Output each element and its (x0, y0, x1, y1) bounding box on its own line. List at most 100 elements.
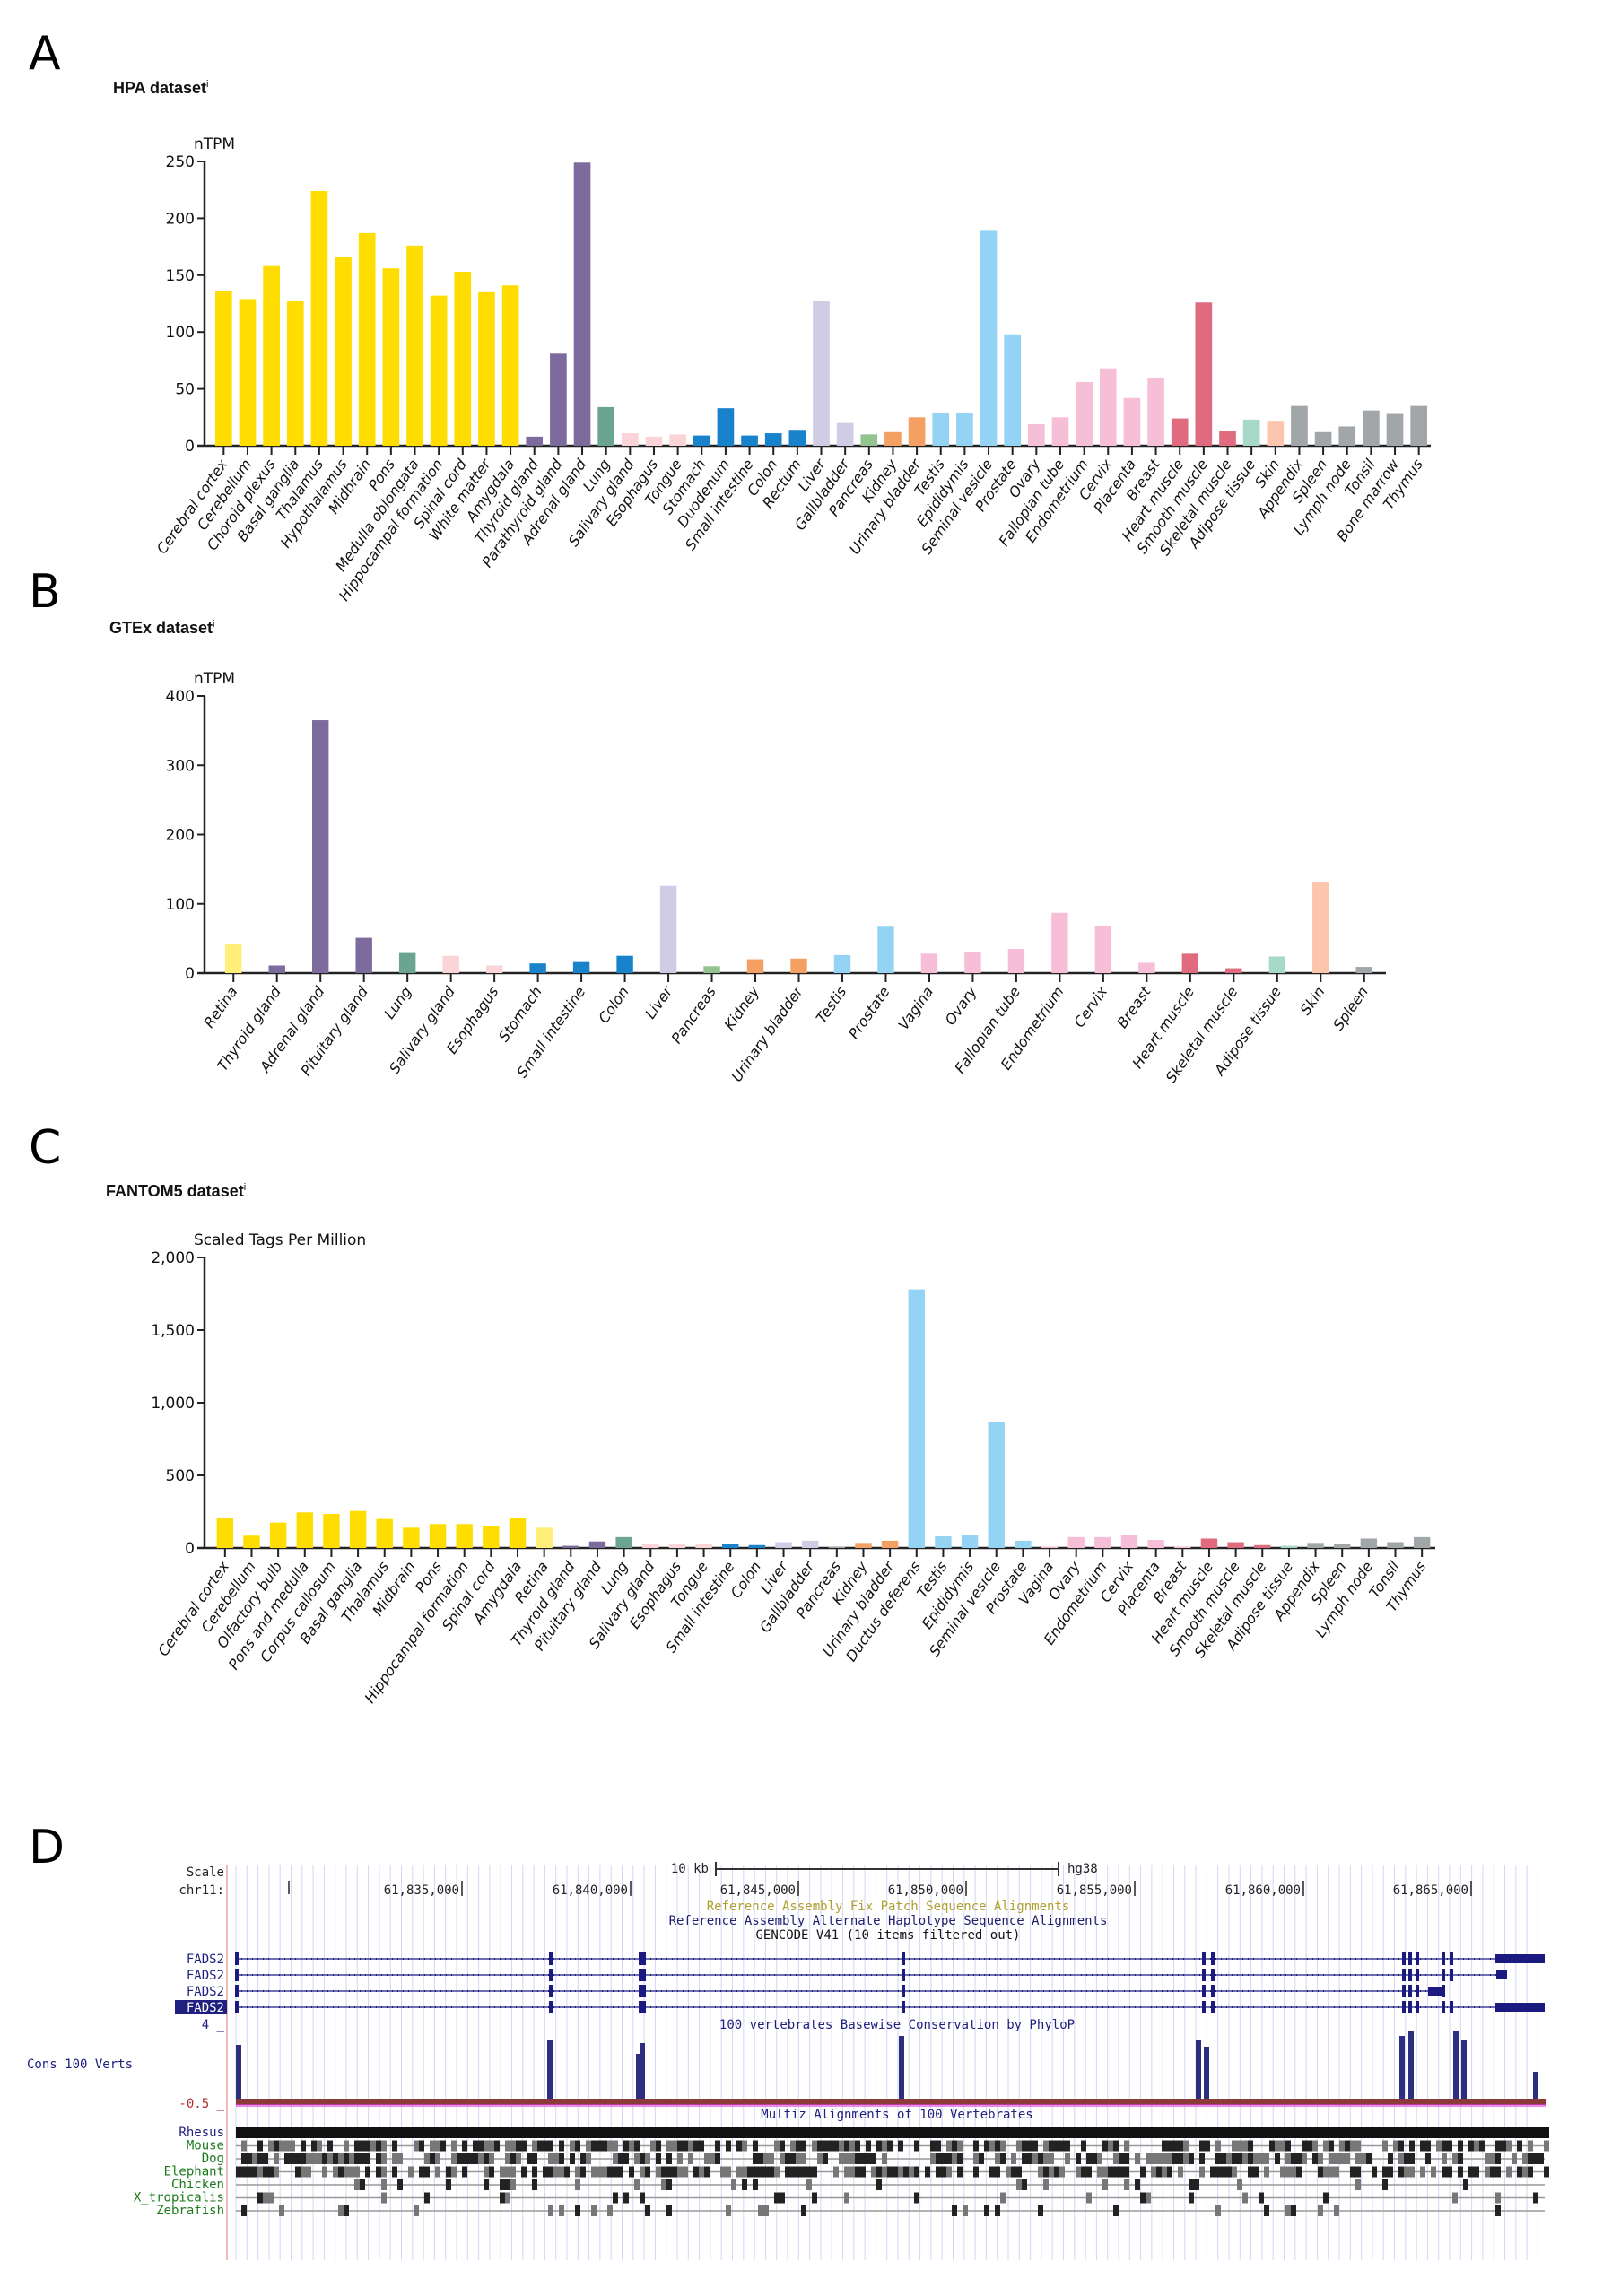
bar-lymph-node[interactable] (1338, 426, 1356, 446)
bar-colon[interactable] (616, 955, 633, 973)
species-label-zebrafish[interactable]: Zebrafish (156, 2204, 224, 2218)
bar-heart-muscle[interactable] (1200, 1538, 1218, 1548)
bar-kidney[interactable] (855, 1543, 872, 1548)
bar-small-intestine[interactable] (572, 961, 590, 973)
bar-skeletal-muscle[interactable] (1219, 430, 1236, 446)
info-icon[interactable]: i (206, 79, 209, 90)
bar-hippocampal-formation[interactable] (430, 295, 448, 446)
species-label-chicken[interactable]: Chicken (171, 2178, 224, 2192)
bar-salivary-gland[interactable] (621, 433, 639, 446)
bar-midbrain[interactable] (358, 232, 376, 446)
bar-thymus[interactable] (1410, 405, 1428, 446)
bar-white-matter[interactable] (478, 291, 495, 446)
bar-urinary-bladder[interactable] (790, 958, 807, 973)
bar-basal-ganglia[interactable] (349, 1510, 367, 1548)
bar-heart-muscle[interactable] (1171, 418, 1189, 446)
bar-retina[interactable] (536, 1527, 553, 1548)
bar-choroid-plexus[interactable] (263, 265, 280, 446)
species-label-x-tropicalis[interactable]: X_tropicalis (134, 2191, 224, 2205)
bar-thalamus[interactable] (376, 1518, 393, 1548)
gene-label-fads2[interactable]: FADS2 (187, 1969, 224, 1983)
bar-epididymis[interactable] (961, 1535, 979, 1548)
bar-epididymis[interactable] (956, 413, 973, 446)
bar-cerebral-cortex[interactable] (214, 291, 232, 446)
bar-pancreas[interactable] (860, 434, 878, 446)
bar-breast[interactable] (1138, 962, 1155, 973)
bar-gallbladder[interactable] (836, 422, 854, 446)
bar-ovary[interactable] (964, 952, 981, 973)
bar-lymph-node[interactable] (1360, 1538, 1378, 1548)
bar-fallopian-tube[interactable] (1051, 417, 1069, 446)
bar-salivary-gland[interactable] (442, 955, 459, 973)
bar-endometrium[interactable] (1076, 381, 1093, 446)
bar-small-intestine[interactable] (741, 435, 758, 446)
fix-patch-track-title[interactable]: Reference Assembly Fix Patch Sequence Al… (707, 1900, 1070, 1914)
bar-ductus-deferens[interactable] (908, 1289, 925, 1548)
bar-urinary-bladder[interactable] (908, 417, 926, 446)
bar-testis[interactable] (932, 413, 950, 446)
bar-adipose-tissue[interactable] (1280, 1545, 1298, 1548)
bar-retina[interactable] (225, 944, 242, 973)
bar-skin[interactable] (1312, 882, 1329, 973)
bar-rectum[interactable] (788, 430, 806, 446)
bar-vagina[interactable] (1041, 1546, 1059, 1548)
bar-thyroid-gland[interactable] (268, 965, 285, 973)
bar-tonsil[interactable] (1387, 1542, 1404, 1548)
bar-amygdala[interactable] (509, 1517, 527, 1548)
bar-pons[interactable] (429, 1524, 447, 1548)
cons-track-label[interactable]: Cons 100 Verts (27, 2057, 133, 2072)
bar-ovary[interactable] (1067, 1536, 1085, 1548)
gene-label-fads2[interactable]: FADS2 (187, 2001, 224, 2015)
bar-seminal-vesicle[interactable] (988, 1422, 1005, 1548)
conservation-track-title[interactable]: 100 vertebrates Basewise Conservation by… (719, 2018, 1075, 2032)
bar-tongue[interactable] (669, 434, 686, 446)
bar-amygdala[interactable] (501, 285, 519, 446)
bar-salivary-gland[interactable] (642, 1544, 659, 1548)
bar-testis[interactable] (833, 954, 851, 973)
bar-smooth-muscle[interactable] (1227, 1542, 1244, 1548)
bar-skeletal-muscle[interactable] (1254, 1544, 1271, 1548)
bar-pancreas[interactable] (828, 1546, 846, 1548)
bar-cervix[interactable] (1099, 368, 1117, 446)
bar-cerebellum[interactable] (239, 299, 257, 446)
bar-testis[interactable] (935, 1536, 952, 1548)
bar-thalamus[interactable] (310, 190, 328, 446)
bar-pons-and-medulla[interactable] (296, 1512, 313, 1548)
bar-spinal-cord[interactable] (454, 271, 472, 446)
bar-skin[interactable] (1267, 421, 1285, 446)
bar-kidney[interactable] (884, 431, 902, 446)
bar-olfactory-bulb[interactable] (269, 1522, 287, 1548)
alt-haplotype-track-title[interactable]: Reference Assembly Alternate Haplotype S… (669, 1914, 1108, 1928)
bar-adipose-tissue[interactable] (1242, 419, 1260, 446)
bar-smooth-muscle[interactable] (1195, 302, 1213, 446)
bar-endometrium[interactable] (1051, 912, 1068, 973)
bar-bone-marrow[interactable] (1386, 413, 1404, 446)
bar-stomach[interactable] (529, 963, 546, 973)
bar-seminal-vesicle[interactable] (980, 230, 998, 446)
multiz-track-title[interactable]: Multiz Alignments of 100 Vertebrates (761, 2108, 1032, 2122)
bar-lung[interactable] (615, 1536, 632, 1548)
gene-label-fads2[interactable]: FADS2 (187, 1985, 224, 1999)
bar-pons[interactable] (382, 268, 400, 446)
species-label-rhesus[interactable]: Rhesus (179, 2126, 224, 2140)
bar-thymus[interactable] (1413, 1536, 1431, 1548)
bar-spleen[interactable] (1355, 967, 1372, 973)
bar-liver[interactable] (775, 1542, 792, 1548)
bar-thyroid-gland[interactable] (526, 436, 544, 446)
bar-spinal-cord[interactable] (483, 1526, 500, 1548)
bar-small-intestine[interactable] (722, 1544, 739, 1548)
bar-spleen[interactable] (1334, 1544, 1351, 1548)
bar-parathyroid-gland[interactable] (550, 353, 567, 446)
bar-corpus-callosum[interactable] (323, 1513, 340, 1548)
bar-lung[interactable] (597, 406, 615, 446)
bar-appendix[interactable] (1291, 405, 1308, 446)
bar-prostate[interactable] (1015, 1540, 1032, 1548)
bar-pancreas[interactable] (703, 966, 720, 973)
bar-thyroid-gland[interactable] (562, 1545, 579, 1548)
bar-gallbladder[interactable] (801, 1540, 819, 1548)
bar-cervix[interactable] (1094, 926, 1112, 973)
bar-esophagus[interactable] (485, 965, 503, 973)
bar-heart-muscle[interactable] (1181, 953, 1199, 973)
bar-pituitary-gland[interactable] (588, 1541, 606, 1548)
bar-fallopian-tube[interactable] (1007, 948, 1025, 973)
